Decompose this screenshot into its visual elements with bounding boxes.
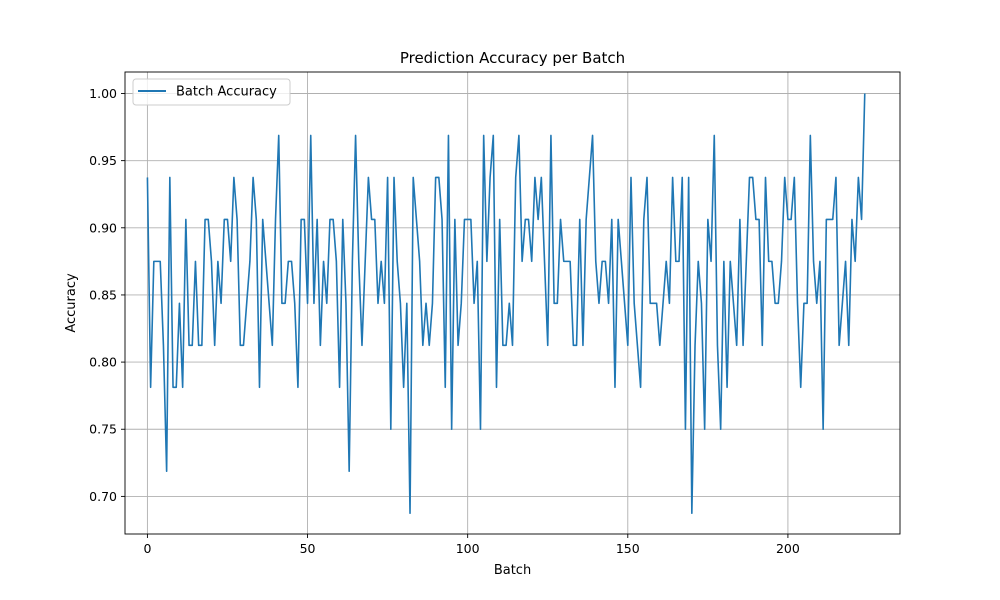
legend-label: Batch Accuracy xyxy=(176,85,277,100)
plot-frame xyxy=(124,71,901,535)
y-axis-ticks: 0.70 0.75 0.80 0.85 0.90 0.95 1.00 xyxy=(89,86,125,504)
x-tick-label: 0 xyxy=(143,541,151,556)
chart-title: Prediction Accuracy per Batch xyxy=(400,49,625,67)
x-tick-label: 200 xyxy=(776,541,800,556)
x-axis-ticks: 0 50 100 150 200 xyxy=(143,534,800,556)
y-tick-label: 0.80 xyxy=(89,355,117,370)
y-axis-label: Accuracy xyxy=(64,273,79,333)
y-tick-label: 0.75 xyxy=(89,422,117,437)
y-tick-label: 0.90 xyxy=(89,220,117,235)
series-layer xyxy=(146,93,866,514)
y-tick-label: 0.85 xyxy=(89,287,117,302)
legend: Batch Accuracy xyxy=(132,78,291,106)
y-tick-label: 0.70 xyxy=(89,489,117,504)
grid xyxy=(125,72,900,534)
y-tick-label: 1.00 xyxy=(89,86,117,101)
legend-box xyxy=(132,78,291,106)
x-tick-label: 50 xyxy=(300,541,316,556)
x-tick-label: 150 xyxy=(616,541,640,556)
series-line xyxy=(146,93,866,514)
y-tick-label: 0.95 xyxy=(89,153,117,168)
x-tick-label: 100 xyxy=(456,541,480,556)
x-axis-label: Batch xyxy=(494,563,531,578)
